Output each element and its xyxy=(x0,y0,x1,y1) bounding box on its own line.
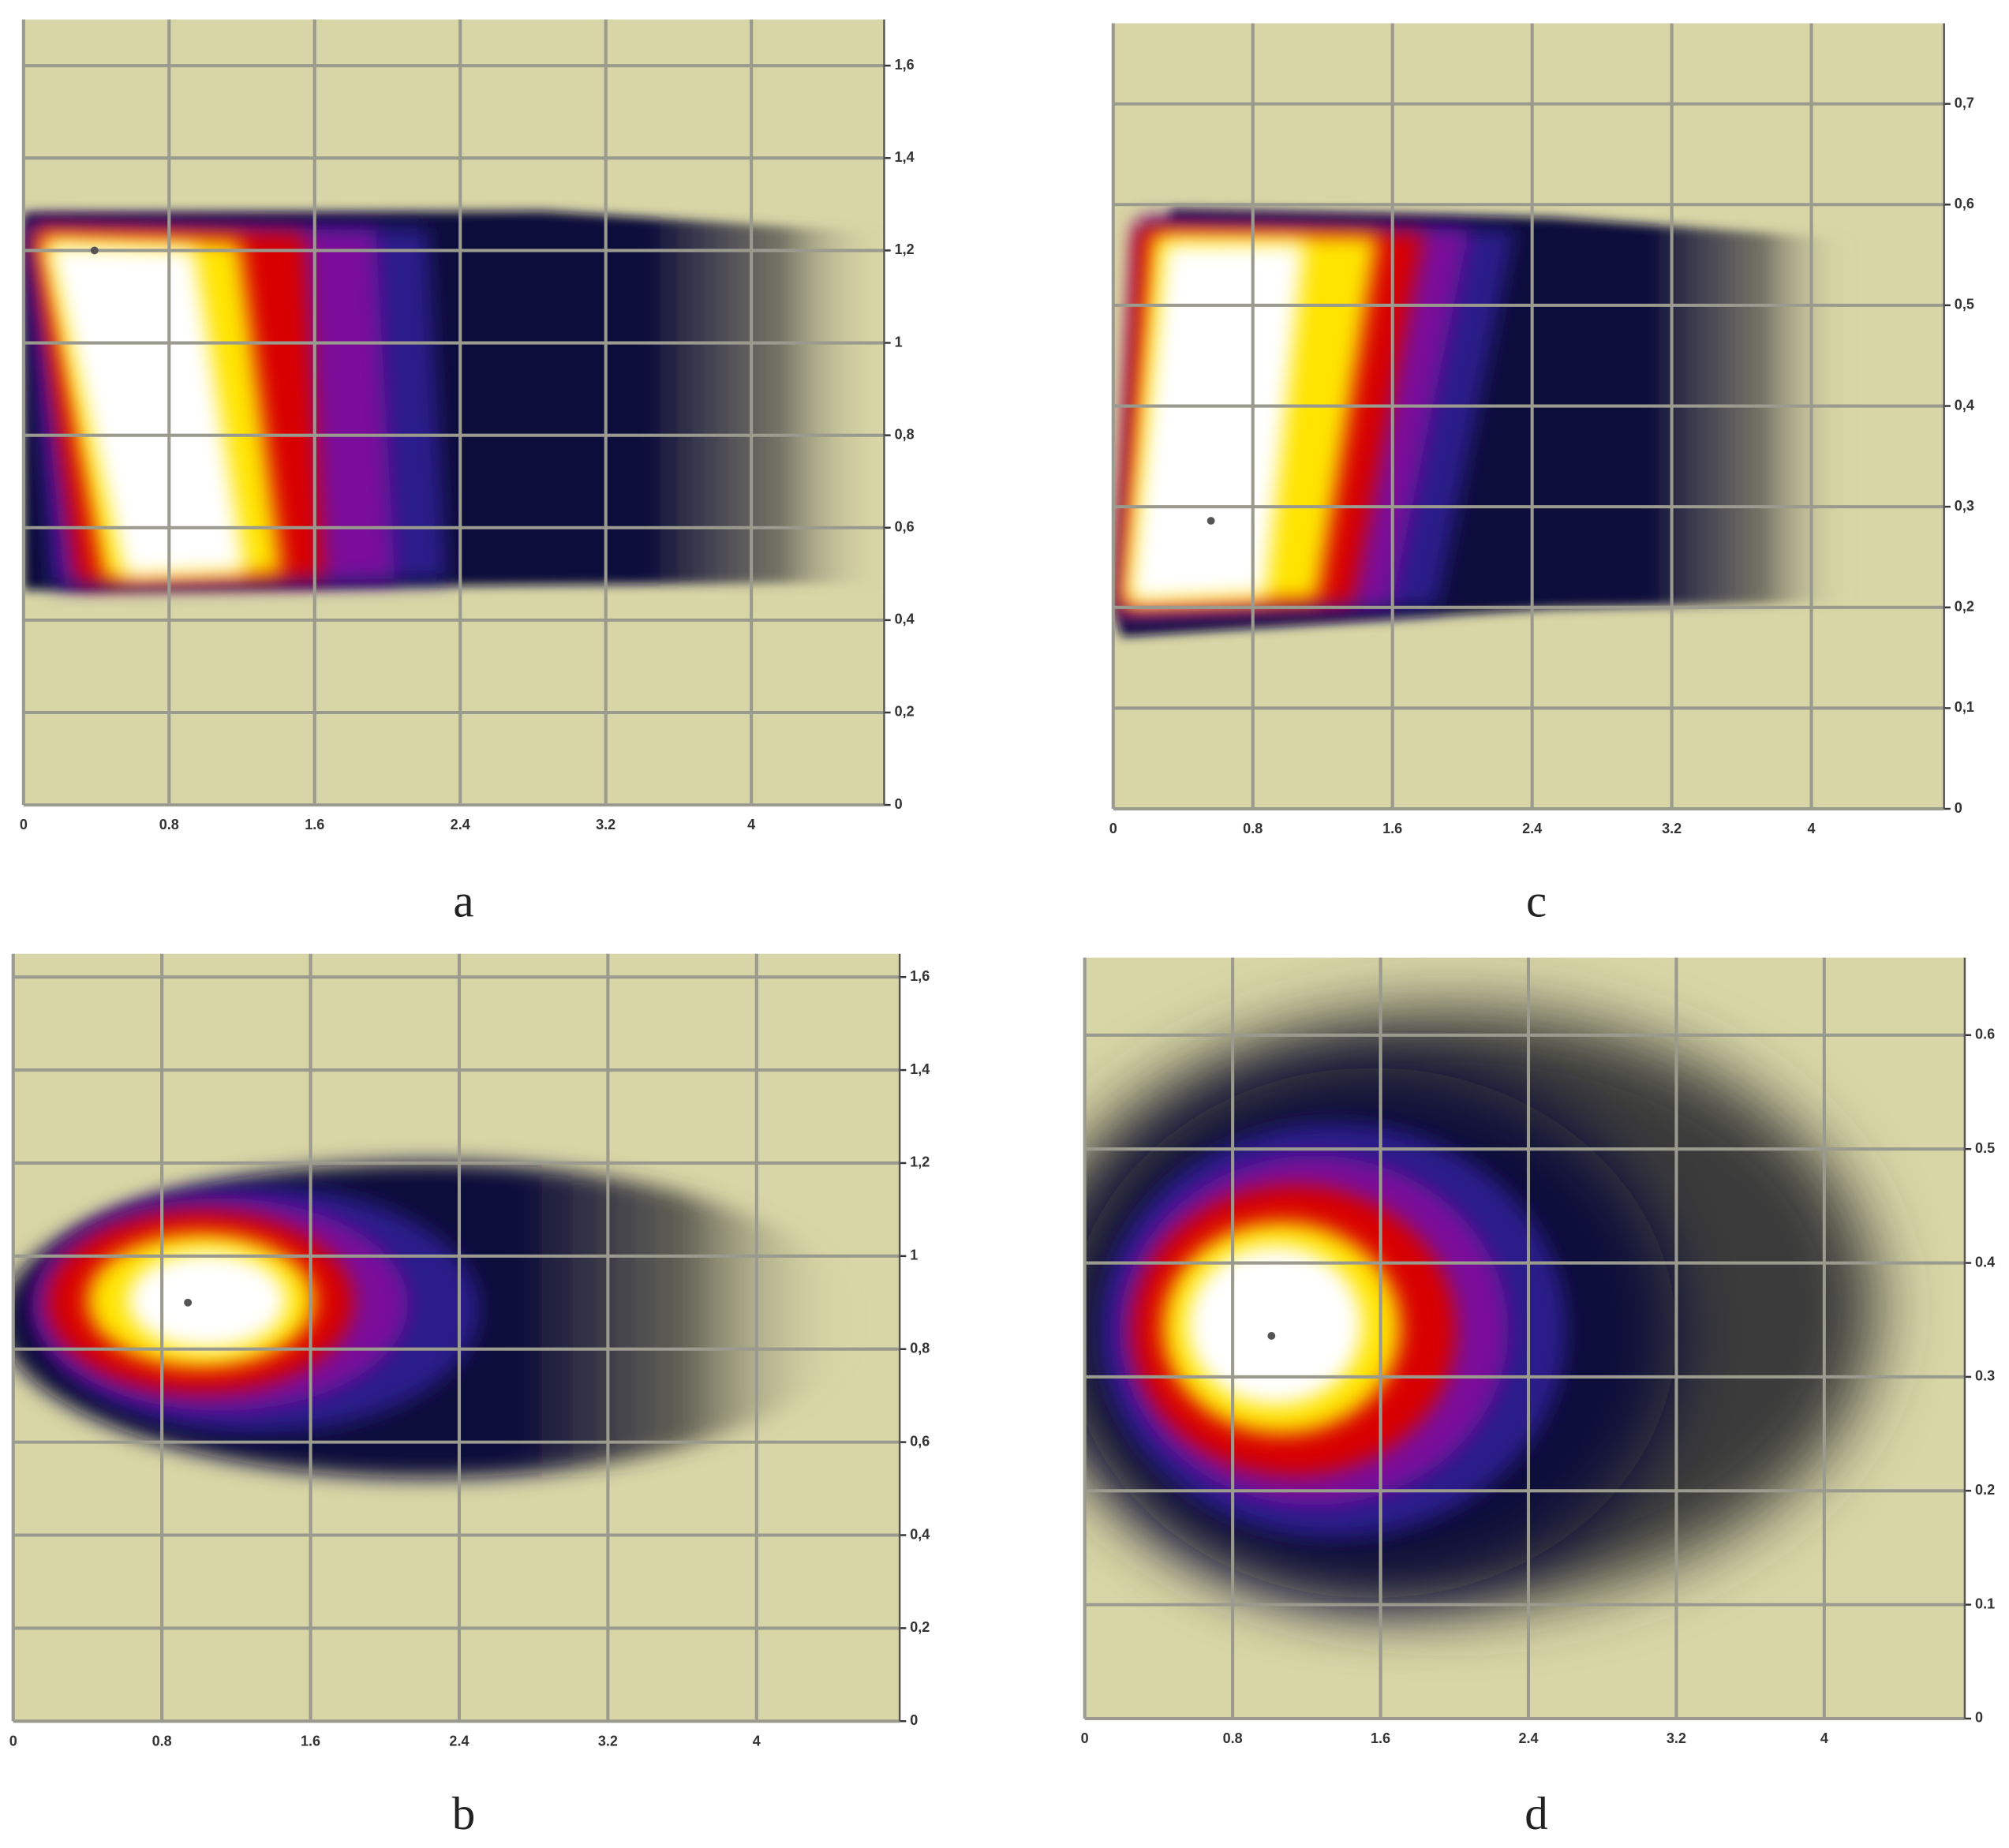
peak-marker xyxy=(1207,517,1215,525)
density-region xyxy=(1128,243,1305,602)
x-tick-label: 3.2 xyxy=(1662,821,1682,836)
y-tick-label: 0,6 xyxy=(895,519,915,535)
panel: 0 0.8 1.6 2.4 3.2 4 0 0,2 0,4 0,6 0,8 1 1,2 1,4 1,6 b xyxy=(9,953,930,1839)
x-tick-label: 2.4 xyxy=(1522,821,1542,836)
y-tick-label: 1,4 xyxy=(910,1061,930,1077)
y-tick-label: 0,5 xyxy=(1955,297,1974,312)
density-map xyxy=(13,1162,855,1478)
y-tick-label: 1,6 xyxy=(910,968,930,984)
peak-marker xyxy=(1267,1332,1276,1340)
y-tick-label: 0,4 xyxy=(895,612,915,627)
y-tick-label: 0,4 xyxy=(1955,397,1974,413)
density-region xyxy=(1187,1244,1364,1406)
density-map xyxy=(1116,209,1851,637)
x-tick-label: 3.2 xyxy=(1667,1730,1686,1746)
y-tick-label: 1,4 xyxy=(895,149,915,165)
x-tick-label: 2.4 xyxy=(449,1733,469,1749)
y-tick-label: 0,1 xyxy=(1955,699,1974,715)
x-tick-label: 3.2 xyxy=(596,817,615,832)
x-tick-label: 0 xyxy=(20,817,28,832)
x-tick-label: 4 xyxy=(753,1733,761,1749)
x-tick-label: 0.8 xyxy=(152,1733,172,1749)
panel-label: b xyxy=(452,1787,476,1839)
x-tick-label: 0.8 xyxy=(159,817,179,832)
peak-marker xyxy=(90,246,99,255)
y-tick-label: 0.1 xyxy=(1975,1595,1995,1611)
x-tick-label: 4 xyxy=(1808,821,1816,836)
y-tick-label: 0,6 xyxy=(1955,196,1974,211)
y-tick-label: 0.2 xyxy=(1975,1482,1995,1498)
density-map xyxy=(23,211,885,590)
y-tick-label: 1,6 xyxy=(895,57,915,73)
y-tick-label: 1,2 xyxy=(910,1154,930,1170)
x-tick-label: 4 xyxy=(1820,1730,1828,1746)
y-tick-label: 0,2 xyxy=(895,704,915,720)
y-tick-label: 0 xyxy=(1955,800,1962,816)
x-tick-label: 1.6 xyxy=(301,1733,320,1749)
y-tick-label: 0,8 xyxy=(895,426,915,442)
y-tick-label: 0,2 xyxy=(910,1619,930,1635)
y-tick-label: 0.4 xyxy=(1975,1254,1995,1270)
x-tick-label: 3.2 xyxy=(598,1733,618,1749)
y-tick-label: 0,7 xyxy=(1955,95,1974,110)
x-tick-label: 2.4 xyxy=(451,817,470,832)
y-tick-label: 0 xyxy=(1975,1710,1983,1726)
y-tick-label: 0,8 xyxy=(910,1340,930,1356)
x-tick-label: 2.4 xyxy=(1518,1730,1538,1746)
x-tick-label: 1.6 xyxy=(1371,1730,1390,1746)
x-tick-label: 0.8 xyxy=(1243,821,1263,836)
peak-marker xyxy=(184,1298,193,1307)
y-tick-label: 0.5 xyxy=(1975,1140,1995,1156)
y-tick-label: 0,6 xyxy=(910,1433,930,1449)
y-tick-label: 0 xyxy=(895,796,903,812)
y-tick-label: 0,4 xyxy=(910,1526,930,1542)
panel: 0 0.8 1.6 2.4 3.2 4 0 0,1 0,2 0,3 0,4 0,5 0,6 0,7 c xyxy=(1109,23,1974,927)
y-tick-label: 1 xyxy=(895,334,903,350)
x-tick-label: 0 xyxy=(1109,821,1117,836)
y-tick-label: 0,3 xyxy=(1955,498,1974,514)
y-tick-label: 0.6 xyxy=(1975,1027,1995,1042)
panel: 0 0.8 1.6 2.4 3.2 4 0 0.1 0.2 0.3 0.4 0.5 0.6 d xyxy=(1081,957,1995,1839)
x-tick-label: 4 xyxy=(747,817,755,832)
y-tick-label: 0,2 xyxy=(1955,599,1974,615)
x-tick-label: 1.6 xyxy=(1382,821,1402,836)
panel-label: d xyxy=(1525,1787,1548,1839)
panel-label: c xyxy=(1526,875,1547,927)
density-map xyxy=(1084,1009,1877,1605)
panel: 0 0.8 1.6 2.4 3.2 4 0 0,2 0,4 0,6 0,8 1 1,2 1,4 1,6 a xyxy=(20,19,915,927)
y-tick-label: 1,2 xyxy=(895,241,915,257)
density-region xyxy=(127,1251,288,1350)
y-tick-label: 0 xyxy=(910,1712,918,1728)
x-tick-label: 0 xyxy=(9,1733,17,1749)
x-tick-label: 0 xyxy=(1081,1730,1089,1746)
panel-label: a xyxy=(453,875,473,927)
y-tick-label: 1 xyxy=(910,1248,918,1263)
x-tick-label: 1.6 xyxy=(305,817,324,832)
x-tick-label: 0.8 xyxy=(1223,1730,1243,1746)
y-tick-label: 0.3 xyxy=(1975,1368,1995,1384)
density-region xyxy=(47,243,246,578)
